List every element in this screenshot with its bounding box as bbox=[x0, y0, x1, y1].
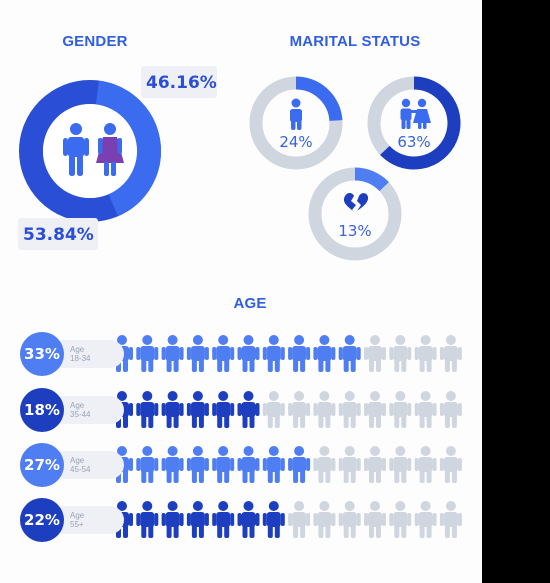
person-icon-empty bbox=[338, 446, 361, 483]
age-range-label: 45-54 bbox=[70, 465, 91, 474]
age-label: Age bbox=[70, 456, 85, 465]
age-range-label: 55+ bbox=[70, 520, 84, 529]
broken-heart-pct-label: 13% bbox=[338, 222, 371, 240]
person-icon-filled bbox=[237, 446, 260, 483]
person-icon-empty bbox=[439, 446, 462, 483]
person-icon-filled bbox=[237, 335, 260, 372]
person-icon-empty bbox=[389, 501, 412, 538]
person-icon-empty bbox=[364, 446, 386, 483]
person-icon-filled bbox=[288, 446, 311, 483]
person-icon-empty bbox=[439, 335, 462, 372]
gender-title: GENDER bbox=[62, 33, 128, 50]
person-icon-empty bbox=[389, 335, 412, 372]
age-title: AGE bbox=[233, 295, 267, 312]
male-pct-callout bbox=[18, 218, 98, 250]
broken-heart-donut-segment bbox=[354, 167, 389, 192]
person-icon-empty bbox=[364, 335, 386, 372]
male-pct-label: 53.84% bbox=[23, 225, 94, 245]
person-icon-filled bbox=[136, 501, 159, 538]
person-icon-filled bbox=[212, 446, 235, 483]
age-pct-badge: 18% bbox=[20, 388, 64, 432]
age-people-bar bbox=[112, 335, 462, 372]
female-icon bbox=[96, 123, 124, 176]
person-icon-filled bbox=[288, 335, 311, 372]
person-icon-empty bbox=[364, 391, 386, 428]
person-icon-empty bbox=[414, 446, 437, 483]
person-icon-empty bbox=[439, 501, 462, 538]
age-pct-badge: 27% bbox=[20, 443, 64, 487]
single-pct-label: 24% bbox=[279, 133, 312, 151]
age-pct-badge: 33% bbox=[20, 332, 64, 376]
marital-donuts: 24% 63% 13% bbox=[249, 76, 461, 261]
marital-title: MARITAL STATUS bbox=[289, 33, 421, 50]
person-icon-empty bbox=[414, 391, 437, 428]
person-icon-filled bbox=[262, 446, 285, 483]
male-icon bbox=[63, 123, 89, 176]
person-icon-filled bbox=[161, 501, 184, 538]
person-icon-empty bbox=[389, 446, 412, 483]
person-icon-filled bbox=[161, 391, 184, 428]
person-icon-filled bbox=[136, 391, 159, 428]
age-people-bar bbox=[112, 391, 462, 428]
age-row: Age 35-44 18% bbox=[20, 388, 470, 432]
person-icon-empty bbox=[288, 501, 311, 538]
person-icon-empty bbox=[313, 391, 336, 428]
age-people-bar bbox=[112, 446, 462, 483]
age-people-bar bbox=[112, 501, 462, 538]
person-icon-empty bbox=[338, 391, 361, 428]
person-icon-empty bbox=[262, 391, 285, 428]
gender-female-segment bbox=[95, 80, 161, 217]
age-label: Age bbox=[70, 401, 85, 410]
age-row: Age 18-34 33% bbox=[20, 332, 470, 376]
person-icon-filled bbox=[313, 335, 336, 372]
age-range-label: 35-44 bbox=[70, 410, 91, 419]
person-icon-filled bbox=[338, 335, 361, 372]
person-icon-filled bbox=[212, 335, 235, 372]
person-icon-empty bbox=[439, 391, 462, 428]
person-icon-filled bbox=[212, 501, 235, 538]
broken-heart-icon bbox=[343, 192, 369, 213]
person-icon-filled bbox=[186, 501, 209, 538]
person-icon-filled bbox=[186, 391, 209, 428]
right-black-band bbox=[482, 0, 550, 583]
person-icon-filled bbox=[212, 391, 235, 428]
person-icon-empty bbox=[364, 501, 386, 538]
person-icon-empty bbox=[414, 501, 437, 538]
age-row: Age 45-54 27% bbox=[20, 443, 470, 487]
age-label: Age bbox=[70, 511, 85, 520]
person-icon-empty bbox=[288, 391, 311, 428]
age-pct-badge: 22% bbox=[20, 498, 64, 542]
female-pct-label: 46.16% bbox=[146, 73, 217, 93]
person-icon-empty bbox=[313, 446, 336, 483]
person-icon-filled bbox=[237, 501, 260, 538]
gender-donut bbox=[19, 80, 161, 222]
age-range-pill: Age 35-44 bbox=[50, 396, 124, 424]
couple-pct-label: 63% bbox=[397, 133, 430, 151]
female-pct-callout bbox=[141, 66, 217, 98]
age-range-label: 18-34 bbox=[70, 354, 91, 363]
person-icon-filled bbox=[136, 446, 159, 483]
person-icon-filled bbox=[186, 446, 209, 483]
age-row: Age 55+ 22% bbox=[20, 498, 470, 542]
single-donut-segment bbox=[295, 76, 343, 122]
person-icon-filled bbox=[237, 391, 260, 428]
person-icon-empty bbox=[389, 391, 412, 428]
person-icon-filled bbox=[262, 335, 285, 372]
age-label: Age bbox=[70, 345, 85, 354]
person-icon-filled bbox=[186, 335, 209, 372]
single-person-icon bbox=[290, 98, 302, 130]
person-icon-filled bbox=[136, 335, 159, 372]
person-icon-filled bbox=[161, 446, 184, 483]
person-icon-filled bbox=[161, 335, 184, 372]
person-icon-empty bbox=[338, 501, 361, 538]
person-icon-filled bbox=[262, 501, 285, 538]
person-icon-empty bbox=[414, 335, 437, 372]
person-icon-empty bbox=[313, 501, 336, 538]
couple-icon bbox=[400, 98, 431, 129]
couple-donut-segment bbox=[380, 76, 461, 170]
